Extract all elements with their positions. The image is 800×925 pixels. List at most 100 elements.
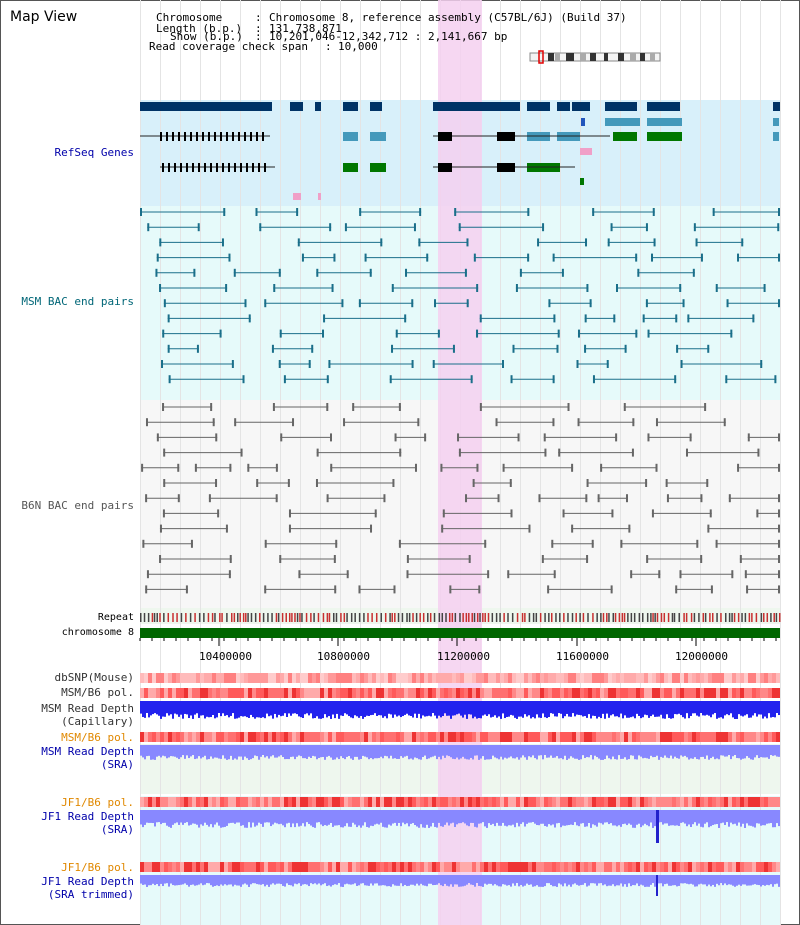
depth-bar <box>604 701 606 719</box>
depth-bar <box>638 875 640 887</box>
depth-bar <box>254 701 256 719</box>
pol-heat <box>384 797 388 807</box>
depth-bar <box>444 810 446 825</box>
depth-bar <box>476 701 478 719</box>
depth-bar <box>680 701 682 716</box>
depth-bar <box>388 701 390 714</box>
snp-heat <box>632 673 636 683</box>
snp-heat <box>252 673 256 683</box>
repeat-mark <box>156 613 158 622</box>
depth-bar <box>298 810 300 827</box>
snp-heat <box>596 673 600 683</box>
depth-bar <box>654 701 656 717</box>
depth-bar <box>768 745 770 759</box>
snp-heat <box>320 673 324 683</box>
exon <box>497 163 515 172</box>
snp-heat <box>720 673 724 683</box>
depth-bar <box>522 875 524 887</box>
depth-bar <box>266 875 268 885</box>
depth-bar <box>546 875 548 884</box>
pol-heat <box>180 732 184 742</box>
depth-bar <box>398 701 400 716</box>
depth-bar <box>416 810 418 827</box>
pol-heat <box>280 732 284 742</box>
depth-bar <box>340 745 342 757</box>
pair-end <box>215 479 218 487</box>
pair-end <box>567 403 570 411</box>
depth-bar <box>774 701 776 718</box>
repeat-mark <box>167 613 170 622</box>
depth-bar <box>614 810 616 826</box>
depth-bar <box>722 875 724 886</box>
pol-heat <box>512 732 516 742</box>
depth-bar <box>468 810 470 827</box>
depth-bar <box>324 745 326 760</box>
pair-end <box>473 253 476 262</box>
depth-bar <box>706 701 708 715</box>
b6n-bac-label[interactable]: B6N BAC end pairs <box>21 499 134 512</box>
depth-bar <box>728 810 730 827</box>
pol-heat <box>688 688 692 698</box>
depth-bar <box>340 875 342 887</box>
depth-bar <box>326 810 328 826</box>
snp-heat <box>584 673 588 683</box>
pol-heat <box>724 732 728 742</box>
pair-end <box>501 360 504 368</box>
pol-heat <box>496 732 500 742</box>
depth-bar <box>762 875 764 886</box>
pol-heat <box>192 688 196 698</box>
depth-bar <box>392 745 394 759</box>
depth-bar <box>552 701 554 714</box>
depth-bar <box>164 875 166 884</box>
depth-bar <box>708 875 710 885</box>
pol-heat <box>180 797 184 807</box>
depth-bar <box>750 810 752 826</box>
depth-bar <box>552 875 554 887</box>
pol-heat <box>600 797 604 807</box>
snp-heat <box>580 673 584 683</box>
pol-heat <box>144 862 148 872</box>
pol-heat <box>664 732 668 742</box>
pol-heat <box>188 797 192 807</box>
pol-heat <box>524 688 528 698</box>
pol-heat <box>348 862 352 872</box>
snp-heat <box>404 673 408 683</box>
pol-heat <box>260 797 264 807</box>
depth-bar <box>472 701 474 719</box>
depth-bar <box>268 701 270 717</box>
repeat-mark <box>397 613 400 622</box>
pair-end <box>168 375 171 384</box>
msm-bac-label[interactable]: MSM BAC end pairs <box>21 295 134 308</box>
pol-heat <box>344 797 348 807</box>
exon <box>252 163 254 172</box>
pair-end <box>432 360 435 368</box>
depth-bar <box>670 875 672 886</box>
pol-heat <box>608 862 612 872</box>
pol-heat <box>584 732 588 742</box>
depth-bar <box>580 701 582 716</box>
gene-block <box>581 118 585 126</box>
pol-heat <box>768 862 772 872</box>
depth-bar <box>278 810 280 825</box>
pol-heat <box>580 732 584 742</box>
snp-heat <box>300 673 304 683</box>
gene-block <box>293 193 301 200</box>
depth-bar <box>216 875 218 886</box>
gene-block <box>343 132 358 141</box>
depth-bar <box>402 745 404 758</box>
repeat-mark <box>371 613 373 622</box>
depth-bar <box>686 701 688 714</box>
pol-heat <box>588 688 592 698</box>
depth-bar <box>508 875 510 886</box>
depth-bar <box>238 701 240 718</box>
refseq-genes-label[interactable]: RefSeq Genes <box>54 146 134 159</box>
depth-bar <box>600 745 602 760</box>
depth-bar <box>300 745 302 757</box>
snp-heat <box>284 673 288 683</box>
pol-heat <box>348 688 352 698</box>
exon <box>180 163 182 172</box>
depth-bar <box>178 701 180 717</box>
depth-bar <box>532 810 534 823</box>
depth-bar <box>252 745 254 759</box>
pol-heat <box>328 862 332 872</box>
